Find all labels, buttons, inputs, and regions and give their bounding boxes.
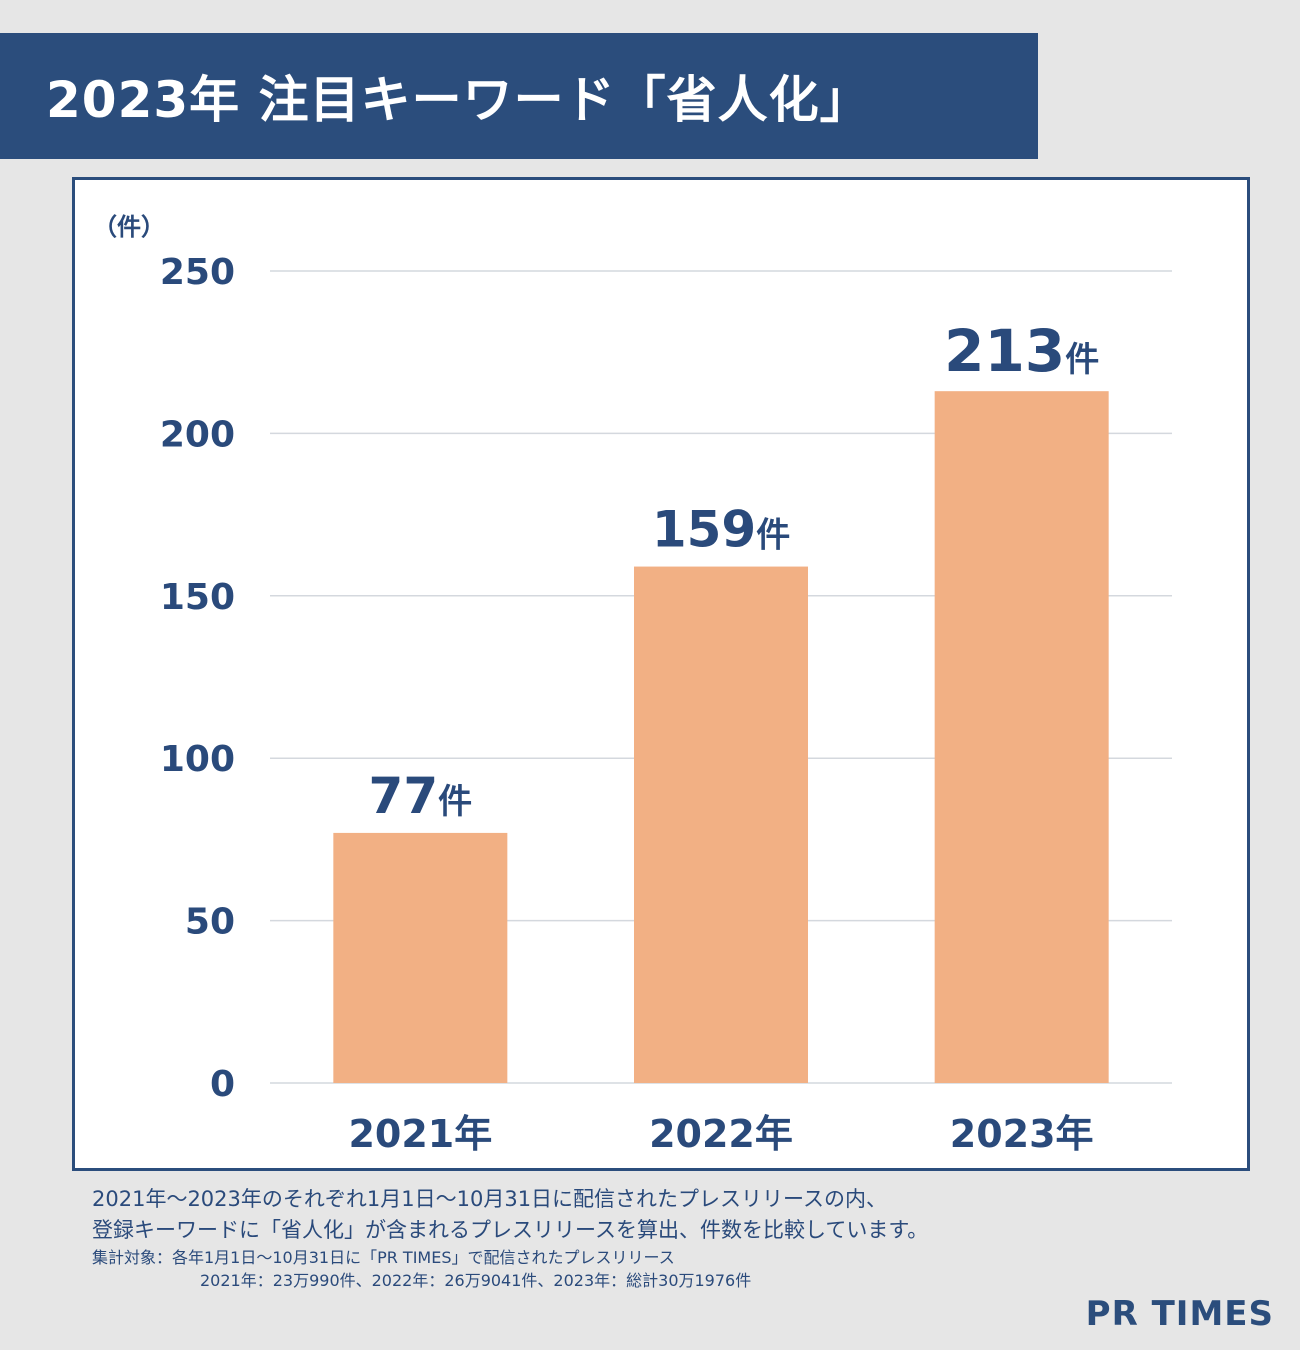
y-tick-label: 150 [160, 577, 235, 618]
note-line-1: 2021年～2023年のそれぞれ1月1日～10月31日に配信されたプレスリリース… [92, 1187, 887, 1211]
data-label-unit: 件 [438, 782, 472, 822]
data-label-number: 159 [652, 501, 756, 559]
bar-chart: （件）05010015020025077件2021年159件2022年213件2… [93, 213, 1172, 1156]
data-label: 77件 [369, 767, 473, 825]
title-banner: 2023年 注目キーワード「省人化」 [0, 33, 1038, 159]
data-label-number: 213 [944, 317, 1065, 385]
footer-notes: 2021年～2023年のそれぞれ1月1日～10月31日に配信されたプレスリリース… [92, 1184, 1192, 1292]
chart-panel: （件） 0 50 100 150 200 250 77件 2021年 159件 2022年 213件 2… [72, 177, 1250, 1171]
note-line-2: 登録キーワードに「省人化」が含まれるプレスリリースを算出、件数を比較しています。 [92, 1218, 929, 1242]
note-line-4: 2021年：23万990件、2022年：26万9041件、2023年：総計30万… [200, 1271, 752, 1290]
data-label: 213件 [944, 317, 1099, 385]
x-category-label: 2021年 [348, 1112, 492, 1156]
x-category-label: 2022年 [649, 1112, 793, 1156]
bar [333, 832, 508, 1083]
bar [934, 391, 1109, 1083]
y-tick-label: 250 [160, 252, 235, 293]
y-axis-unit-label: （件） [93, 213, 165, 241]
x-category-label: 2023年 [950, 1112, 1094, 1156]
bar [634, 566, 808, 1083]
data-label-number: 77 [369, 767, 439, 825]
pr-times-logo: PR TIMES [1085, 1294, 1274, 1334]
y-tick-label: 0 [210, 1064, 235, 1105]
data-label: 159件 [652, 501, 790, 559]
note-line-3: 集計対象：各年1月1日～10月31日に「PR TIMES」で配信されたプレスリリ… [92, 1248, 675, 1267]
data-label-unit: 件 [1065, 340, 1099, 380]
data-label-unit: 件 [756, 516, 790, 556]
y-tick-label: 50 [185, 902, 235, 943]
page-title: 2023年 注目キーワード「省人化」 [46, 71, 871, 129]
y-tick-label: 100 [160, 739, 235, 780]
y-tick-label: 200 [160, 414, 235, 455]
